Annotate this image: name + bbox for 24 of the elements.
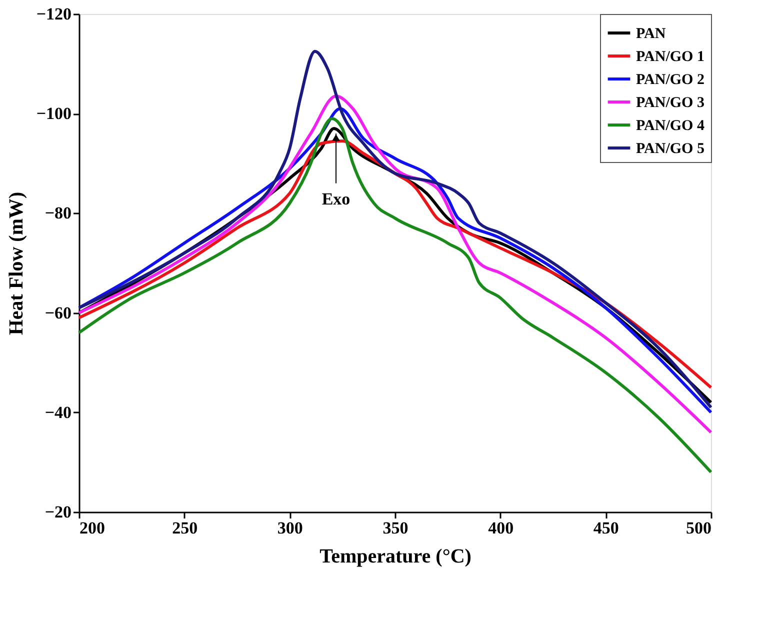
y-tick-label: −60 [44, 303, 72, 322]
y-tick-label: −80 [44, 204, 72, 223]
x-tick-label: 300 [277, 518, 303, 538]
legend-label: PAN/GO 4 [636, 118, 705, 134]
x-tick-label: 500 [686, 518, 712, 538]
y-tick-label: −100 [36, 104, 72, 124]
legend-label: PAN/GO 1 [636, 49, 704, 65]
line-series [78, 117, 712, 474]
annotation: Exo [322, 190, 350, 209]
legend-label: PAN [636, 26, 666, 42]
legend-label: PAN/GO 3 [636, 95, 704, 111]
x-tick-label: 250 [172, 518, 198, 538]
legend-label: PAN/GO 5 [636, 141, 704, 157]
legend-label: PAN/GO 2 [636, 72, 704, 88]
y-tick-label: −20 [44, 502, 72, 522]
x-tick-label: 400 [488, 518, 514, 538]
x-tick-label: 200 [80, 518, 105, 538]
y-axis-title: Heat Flow (mW) [5, 192, 28, 336]
line-series [78, 50, 712, 409]
x-axis-title: Temperature (°C) [320, 546, 472, 568]
x-tick-label: 450 [593, 518, 619, 538]
y-tick-label: −40 [44, 402, 72, 422]
y-tick-label: −120 [36, 4, 72, 24]
x-tick-label: 350 [382, 518, 408, 538]
